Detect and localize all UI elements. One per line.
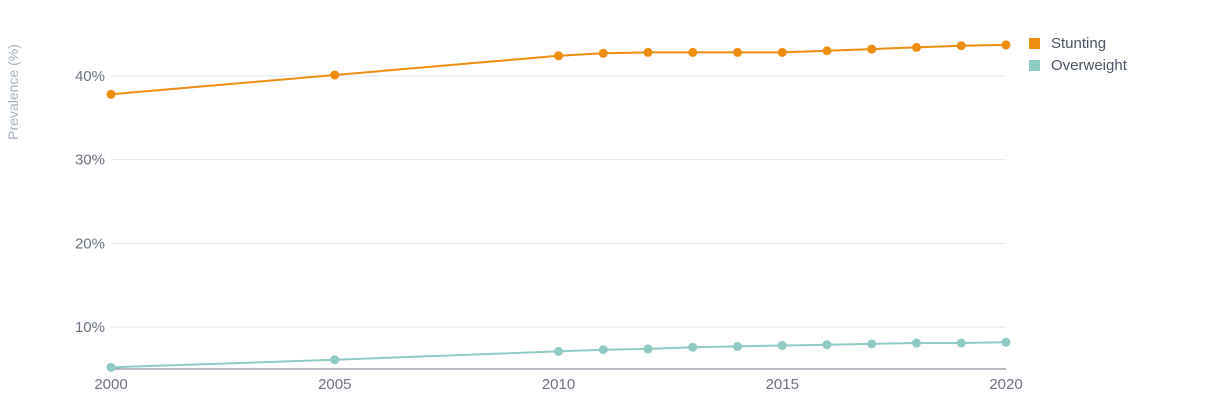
data-point-stunting (956, 41, 966, 51)
data-point-overweight (643, 344, 653, 354)
data-point-overweight (867, 339, 877, 349)
data-point-overweight (1001, 337, 1011, 347)
legend-label-stunting: Stunting (1051, 34, 1107, 52)
y-tick-label: 20% (75, 235, 105, 252)
data-point-overweight (822, 340, 832, 350)
x-tick-label: 2015 (766, 376, 799, 393)
data-point-stunting (330, 70, 340, 80)
data-point-overweight (733, 341, 742, 351)
data-point-stunting (1001, 40, 1011, 50)
data-point-stunting (777, 47, 787, 57)
gridlines (111, 75, 1006, 328)
y-tick-label: 40% (75, 68, 105, 85)
data-point-overweight (956, 338, 966, 348)
data-point-stunting (598, 48, 608, 58)
y-axis-label: Prevalence (%) (5, 44, 21, 140)
legend: Stunting Overweight (1029, 32, 1127, 76)
data-point-stunting (106, 89, 116, 99)
legend-swatch-overweight (1029, 59, 1040, 71)
legend-item-stunting[interactable]: Stunting (1029, 32, 1127, 54)
x-tick-label: 2010 (542, 376, 575, 393)
data-point-overweight (554, 346, 563, 356)
x-tick-label: 2005 (318, 376, 351, 393)
x-tick-label: 2020 (989, 376, 1022, 393)
legend-swatch-stunting (1029, 37, 1040, 49)
data-point-overweight (330, 355, 340, 365)
data-point-stunting (912, 42, 921, 52)
data-point-stunting (643, 47, 653, 57)
data-point-overweight (688, 342, 698, 352)
series-group (106, 40, 1011, 372)
data-point-overweight (912, 338, 921, 348)
legend-item-overweight[interactable]: Overweight (1029, 54, 1127, 76)
data-point-stunting (867, 44, 877, 54)
y-axis-ticks: 10% 20% 30% 40% (75, 68, 105, 336)
data-point-stunting (688, 47, 698, 57)
data-point-stunting (733, 47, 742, 57)
y-tick-label: 10% (75, 319, 105, 336)
x-tick-label: 2000 (94, 376, 127, 393)
data-point-overweight (598, 345, 608, 355)
x-axis-ticks: 2000 2005 2010 2015 2020 (94, 376, 1022, 393)
data-point-stunting (822, 46, 832, 56)
legend-label-overweight: Overweight (1051, 56, 1127, 74)
data-point-stunting (554, 51, 563, 61)
data-point-overweight (777, 341, 787, 351)
data-point-overweight (106, 362, 116, 372)
y-tick-label: 30% (75, 152, 105, 169)
